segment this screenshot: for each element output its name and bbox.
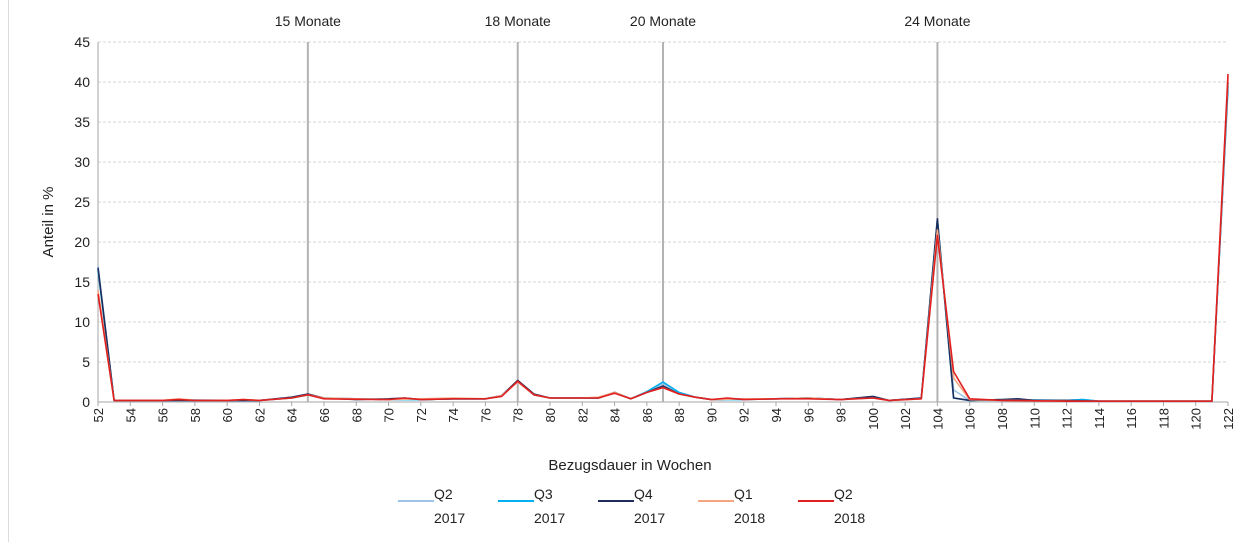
x-tick-label: 74 [446, 408, 461, 422]
x-tick-label: 62 [252, 408, 267, 422]
x-tick-label: 108 [995, 408, 1010, 430]
reference-label: 15 Monate [275, 13, 341, 29]
legend-label: Q2 [834, 486, 853, 502]
y-tick-label: 15 [74, 274, 90, 290]
x-tick-label: 54 [123, 408, 138, 422]
x-tick-label: 122 [1221, 408, 1236, 430]
legend-label: 2017 [434, 510, 465, 526]
y-axis-title: Anteil in % [40, 187, 57, 258]
x-tick-label: 120 [1189, 408, 1204, 430]
x-tick-label: 76 [478, 408, 493, 422]
y-tick-label: 30 [74, 154, 90, 170]
x-tick-label: 60 [220, 408, 235, 422]
reference-label: 18 Monate [485, 13, 551, 29]
y-tick-label: 0 [82, 394, 90, 410]
x-tick-label: 116 [1124, 408, 1139, 429]
legend-label: Q4 [634, 486, 653, 502]
x-tick-label: 58 [188, 408, 203, 422]
x-tick-label: 118 [1156, 408, 1171, 429]
y-tick-label: 20 [74, 234, 90, 250]
x-tick-label: 100 [866, 408, 881, 430]
x-tick-label: 92 [737, 408, 752, 422]
x-axis-title: Bezugsdauer in Wochen [548, 457, 711, 474]
x-tick-label: 80 [543, 408, 558, 422]
legend-label: Q2 [434, 486, 453, 502]
y-tick-label: 45 [74, 34, 90, 50]
x-tick-label: 90 [704, 408, 719, 422]
x-tick-label: 94 [769, 408, 784, 422]
reference-label: 24 Monate [904, 13, 970, 29]
y-tick-label: 40 [74, 74, 90, 90]
x-tick-label: 84 [608, 408, 623, 422]
x-tick-label: 88 [672, 408, 687, 422]
x-tick-label: 98 [834, 408, 849, 422]
x-tick-label: 68 [349, 408, 364, 422]
x-tick-label: 78 [511, 408, 526, 422]
y-tick-label: 10 [74, 314, 90, 330]
y-tick-label: 35 [74, 114, 90, 130]
x-tick-label: 66 [317, 408, 332, 422]
y-tick-label: 25 [74, 194, 90, 210]
legend-label: 2017 [634, 510, 665, 526]
x-tick-label: 106 [963, 408, 978, 430]
legend-label: 2018 [734, 510, 765, 526]
x-tick-label: 102 [898, 408, 913, 430]
x-tick-label: 96 [801, 408, 816, 422]
x-tick-label: 52 [91, 408, 106, 422]
x-tick-label: 110 [1027, 408, 1042, 429]
x-tick-label: 114 [1092, 408, 1107, 429]
legend-label: Q3 [534, 486, 553, 502]
x-tick-label: 82 [575, 408, 590, 422]
x-tick-label: 72 [414, 408, 429, 422]
x-tick-label: 64 [285, 408, 300, 422]
legend-label: 2018 [834, 510, 865, 526]
y-tick-label: 5 [82, 354, 90, 370]
reference-label: 20 Monate [630, 13, 696, 29]
x-tick-label: 86 [640, 408, 655, 422]
x-tick-label: 56 [156, 408, 171, 422]
legend-label: 2017 [534, 510, 565, 526]
x-tick-label: 112 [1060, 408, 1075, 429]
legend-label: Q1 [734, 486, 753, 502]
x-tick-label: 104 [930, 408, 945, 430]
frame-left-border [8, 0, 9, 542]
x-tick-label: 70 [382, 408, 397, 422]
